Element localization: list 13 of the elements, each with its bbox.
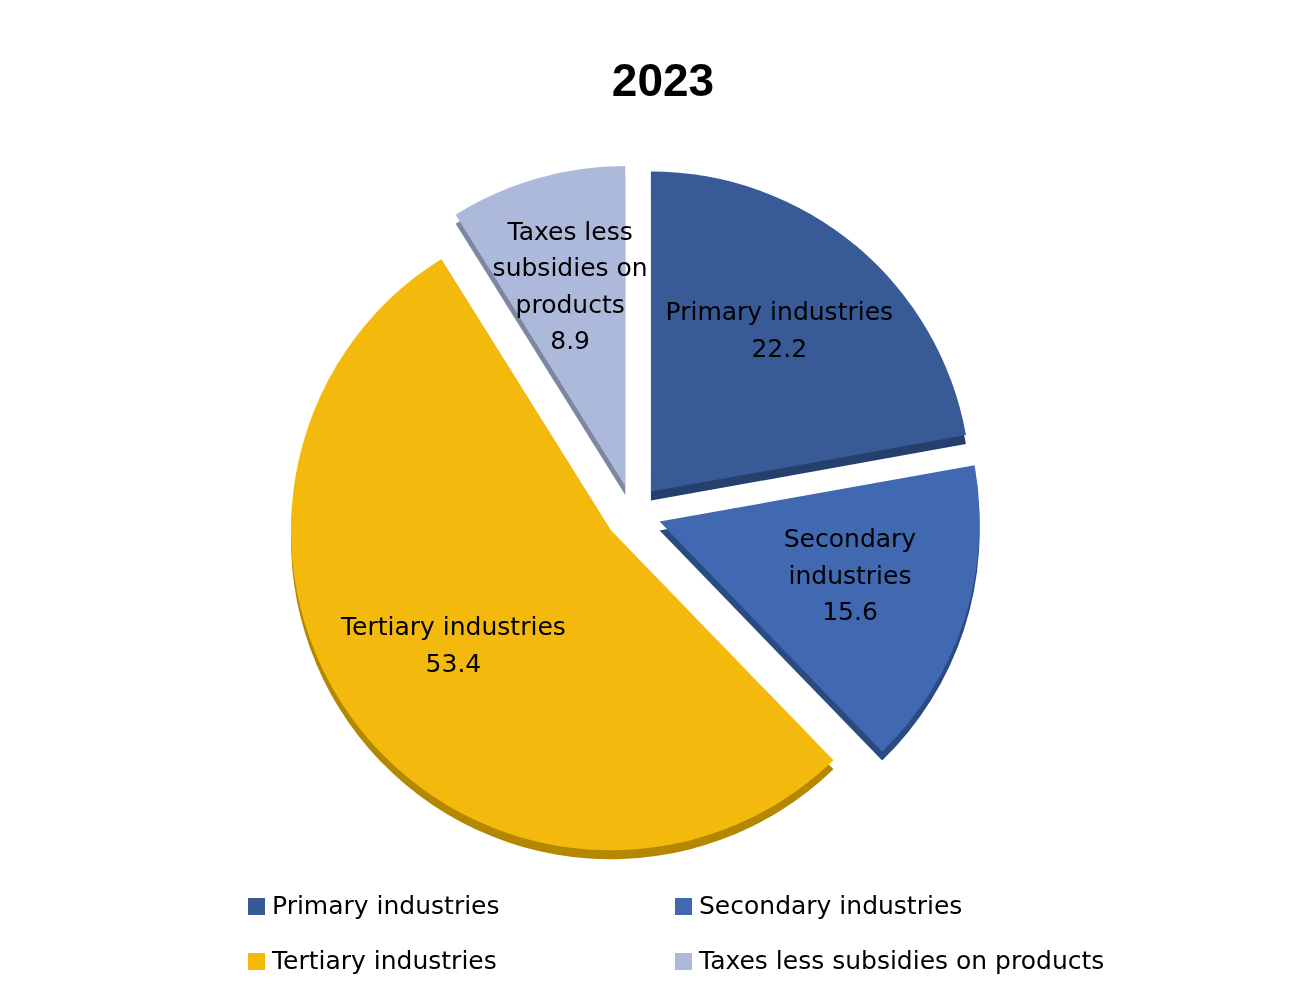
- data-label: 15.6: [822, 597, 878, 627]
- legend-label: Tertiary industries: [271, 946, 497, 975]
- slice-label: Tertiary industries: [340, 612, 566, 642]
- data-label: 22.2: [751, 333, 808, 363]
- legend-label: Primary industries: [272, 891, 500, 920]
- legend-label: Taxes less subsidies on products: [698, 946, 1105, 975]
- data-label: 8.9: [550, 326, 591, 356]
- slice-label: Primary industries: [665, 297, 894, 327]
- chart-title: 2023: [611, 54, 715, 106]
- slice-label: Secondary industries: [783, 524, 917, 590]
- legend-label: Secondary industries: [699, 891, 963, 920]
- data-label: 53.4: [425, 648, 482, 678]
- slice-label: Taxes less subsidies on products: [492, 216, 648, 319]
